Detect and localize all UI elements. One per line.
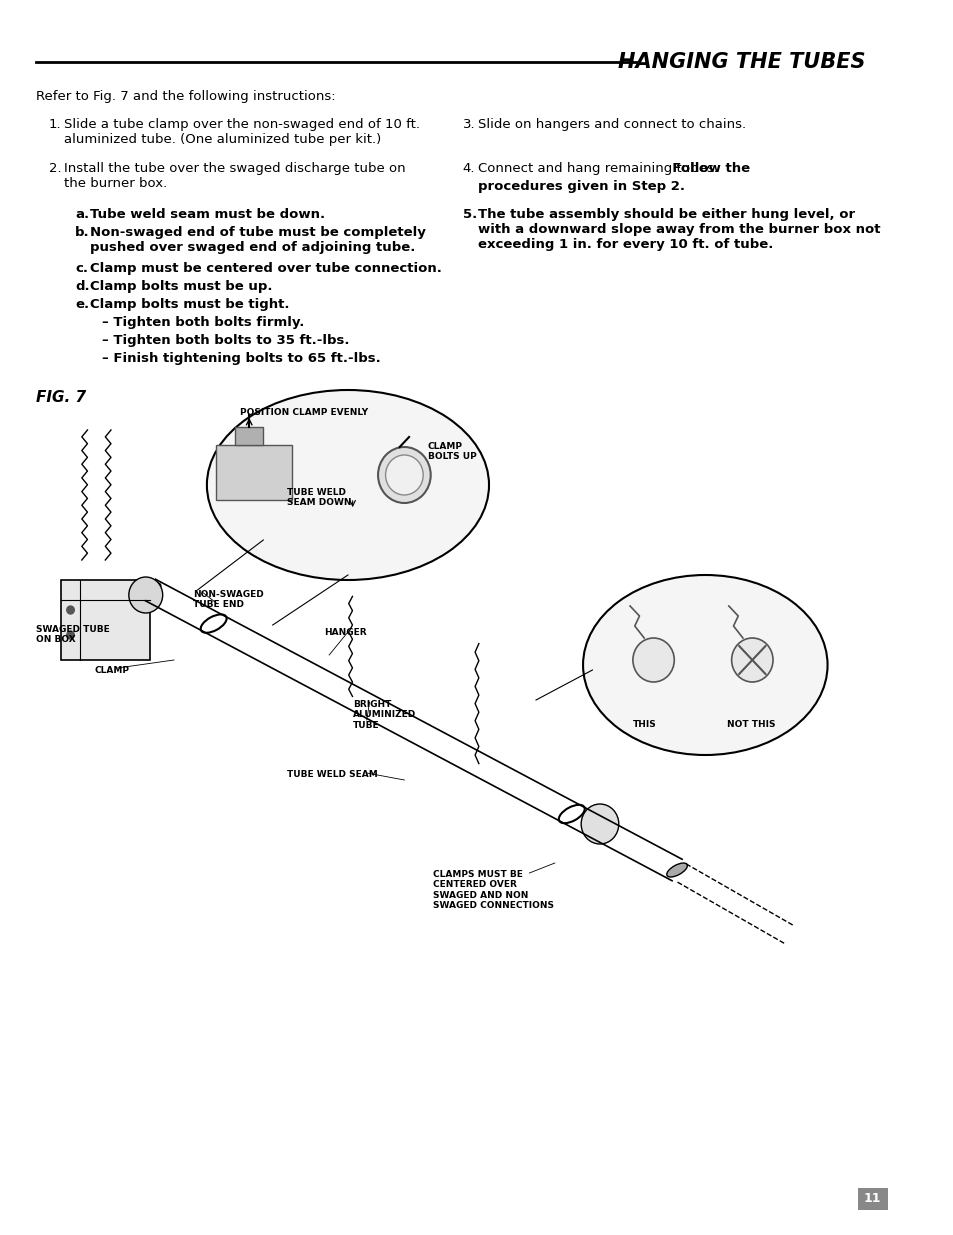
Text: Non-swaged end of tube must be completely
pushed over swaged end of adjoining tu: Non-swaged end of tube must be completel…	[91, 226, 426, 254]
Ellipse shape	[666, 863, 687, 877]
Text: HANGER: HANGER	[324, 629, 367, 637]
Text: Connect and hang remaining tubes.: Connect and hang remaining tubes.	[477, 162, 725, 175]
Text: Tube weld seam must be down.: Tube weld seam must be down.	[91, 207, 325, 221]
Text: 3.: 3.	[462, 119, 475, 131]
Text: 5.: 5.	[462, 207, 476, 221]
Text: Slide on hangers and connect to chains.: Slide on hangers and connect to chains.	[477, 119, 745, 131]
Text: Clamp bolts must be tight.: Clamp bolts must be tight.	[91, 298, 290, 311]
Text: Clamp bolts must be up.: Clamp bolts must be up.	[91, 280, 273, 293]
Text: CLAMP
BOLTS UP: CLAMP BOLTS UP	[428, 442, 476, 462]
Text: e.: e.	[75, 298, 90, 311]
Text: NOT THIS: NOT THIS	[726, 720, 775, 729]
Text: 11: 11	[863, 1193, 881, 1205]
Text: 4.: 4.	[462, 162, 475, 175]
Text: The tube assembly should be either hung level, or
with a downward slope away fro: The tube assembly should be either hung …	[477, 207, 880, 251]
Bar	[234, 427, 263, 445]
Text: c.: c.	[75, 262, 88, 275]
Text: Refer to Fig. 7 and the following instructions:: Refer to Fig. 7 and the following instru…	[35, 90, 335, 103]
Bar	[216, 445, 292, 500]
Text: NON-SWAGED
TUBE END: NON-SWAGED TUBE END	[193, 590, 263, 609]
Circle shape	[129, 577, 163, 613]
Text: 1.: 1.	[49, 119, 61, 131]
Text: a.: a.	[75, 207, 90, 221]
Circle shape	[67, 631, 74, 638]
Text: – Finish tightening bolts to 65 ft.-lbs.: – Finish tightening bolts to 65 ft.-lbs.	[101, 352, 380, 366]
Circle shape	[385, 454, 423, 495]
Text: SWAGED TUBE
ON BOX: SWAGED TUBE ON BOX	[35, 625, 110, 645]
FancyBboxPatch shape	[857, 1188, 887, 1210]
Ellipse shape	[140, 583, 161, 597]
Ellipse shape	[582, 576, 826, 755]
Text: Clamp must be centered over tube connection.: Clamp must be centered over tube connect…	[91, 262, 441, 275]
Text: b.: b.	[75, 226, 90, 240]
Text: FIG. 7: FIG. 7	[35, 390, 86, 405]
Text: TUBE WELD
SEAM DOWN: TUBE WELD SEAM DOWN	[287, 488, 351, 508]
Text: TUBE WELD SEAM: TUBE WELD SEAM	[287, 769, 377, 779]
Text: CLAMP: CLAMP	[94, 666, 129, 676]
Text: 2.: 2.	[49, 162, 61, 175]
Circle shape	[580, 804, 618, 844]
Text: THIS: THIS	[632, 720, 656, 729]
Circle shape	[632, 638, 674, 682]
Text: Slide a tube clamp over the non-swaged end of 10 ft.
aluminized tube. (One alumi: Slide a tube clamp over the non-swaged e…	[64, 119, 419, 146]
Text: POSITION CLAMP EVENLY: POSITION CLAMP EVENLY	[239, 408, 368, 417]
Text: – Tighten both bolts firmly.: – Tighten both bolts firmly.	[101, 316, 304, 329]
Text: CLAMPS MUST BE
CENTERED OVER
SWAGED AND NON
SWAGED CONNECTIONS: CLAMPS MUST BE CENTERED OVER SWAGED AND …	[432, 869, 553, 910]
Ellipse shape	[207, 390, 489, 580]
Text: BRIGHT
ALUMINIZED
TUBE: BRIGHT ALUMINIZED TUBE	[353, 700, 416, 730]
Circle shape	[731, 638, 772, 682]
Circle shape	[377, 447, 430, 503]
Text: HANGING THE TUBES: HANGING THE TUBES	[617, 52, 864, 72]
Text: Install the tube over the swaged discharge tube on
the burner box.: Install the tube over the swaged dischar…	[64, 162, 405, 190]
Text: Follow the: Follow the	[477, 162, 749, 175]
Text: procedures given in Step 2.: procedures given in Step 2.	[477, 180, 684, 193]
Text: d.: d.	[75, 280, 90, 293]
Bar	[61, 580, 151, 659]
Text: – Tighten both bolts to 35 ft.-lbs.: – Tighten both bolts to 35 ft.-lbs.	[101, 333, 349, 347]
Circle shape	[67, 606, 74, 614]
